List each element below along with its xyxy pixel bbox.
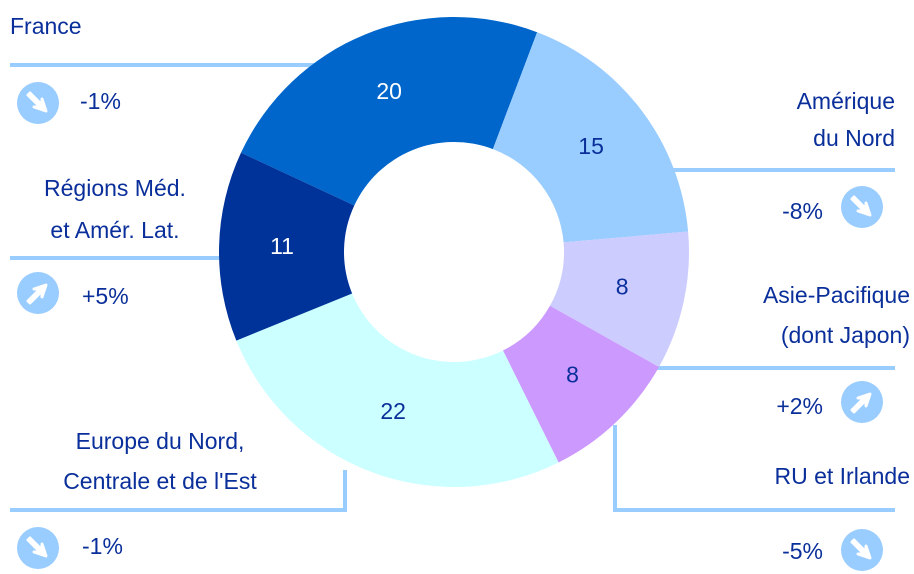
icon-arrow	[26, 283, 48, 305]
trend-icon	[17, 272, 59, 314]
value-label: 15	[578, 133, 604, 159]
segment-label: France	[10, 13, 82, 39]
donut-segment	[502, 305, 659, 463]
icon-arrow	[850, 538, 872, 560]
segment-label: (dont Japon)	[781, 322, 910, 348]
segment-label: et Amér. Lat.	[50, 217, 179, 243]
icon-arrow	[850, 392, 872, 414]
segment-label: du Nord	[813, 125, 895, 151]
connector	[10, 470, 347, 512]
icon-arrow	[26, 91, 48, 113]
value-label: 22	[380, 398, 406, 424]
value-label: 8	[566, 362, 579, 388]
segment-label: Asie-Pacifique	[763, 282, 910, 308]
segment-label: Régions Méd.	[44, 175, 186, 201]
connectors	[10, 63, 895, 512]
segment-label: Centrale et de l'Est	[63, 468, 257, 494]
change-label: +2%	[776, 393, 823, 419]
trend-icon	[841, 381, 883, 423]
donut-segment	[219, 152, 355, 341]
change-label: -5%	[782, 538, 823, 564]
icon-arrow	[26, 536, 48, 558]
segment-label: Amérique	[797, 88, 895, 114]
trend-icon	[17, 527, 59, 569]
icon-arrow	[850, 195, 872, 217]
value-label: 20	[376, 78, 402, 104]
change-label: -1%	[82, 533, 123, 559]
trend-icon	[841, 529, 883, 571]
donut-segment	[236, 293, 559, 487]
donut-segment	[241, 16, 538, 206]
trend-icon	[841, 186, 883, 228]
donut-segment	[549, 231, 690, 367]
segment-label: Europe du Nord,	[76, 428, 245, 454]
connector	[613, 425, 895, 512]
value-label: 8	[616, 273, 629, 299]
change-label: -1%	[80, 88, 121, 114]
value-label: 11	[270, 233, 294, 259]
change-label: -8%	[782, 198, 823, 224]
change-label: +5%	[82, 283, 129, 309]
donut-segment	[492, 32, 689, 243]
trend-icon	[17, 82, 59, 124]
segment-label: RU et Irlande	[774, 463, 910, 489]
